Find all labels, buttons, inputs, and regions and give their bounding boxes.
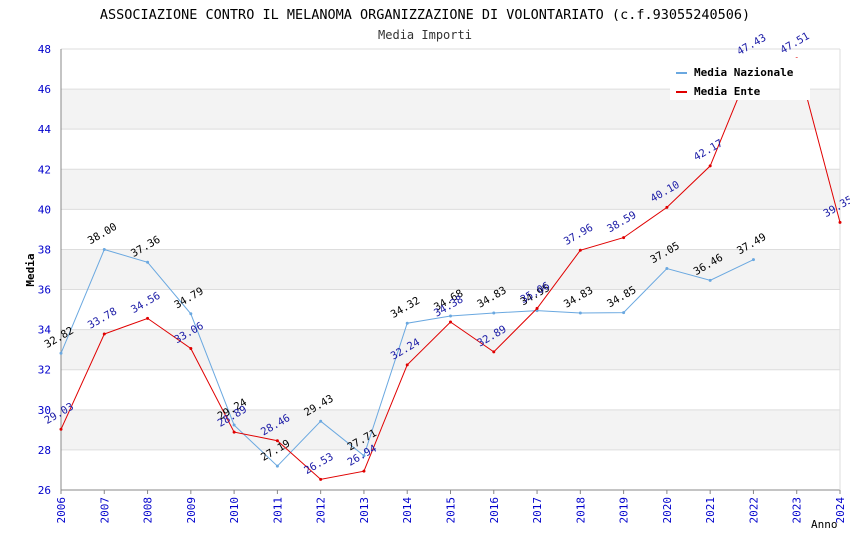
grid-band [61,410,840,450]
data-label: 34.32 [389,295,422,321]
grid-band [61,249,840,289]
data-point [449,321,452,324]
data-point [60,428,63,431]
y-tick-label: 36 [38,284,51,297]
y-tick-label: 46 [38,83,51,96]
background-bands [61,89,840,450]
data-point [839,221,842,224]
data-label: 33.78 [86,305,119,331]
x-tick-label: 2011 [271,497,284,524]
data-point [319,478,322,481]
x-tick-label: 2016 [488,497,501,524]
legend: Media Nazionale Media Ente [670,58,810,100]
data-label: 47.43 [735,32,768,58]
x-tick-label: 2012 [315,497,328,524]
y-tick-label: 40 [38,203,51,216]
data-point [276,465,279,468]
chart-title: ASSOCIAZIONE CONTRO IL MELANOMA ORGANIZZ… [100,7,750,23]
y-tick-label: 34 [38,324,52,337]
x-tick-label: 2018 [574,497,587,524]
legend-label: Media Nazionale [694,66,794,79]
y-axis-label: Media [24,253,37,286]
data-point [406,322,409,325]
y-tick-label: 44 [38,123,52,136]
data-point [189,347,192,350]
x-axis-label: Anno [811,518,838,531]
data-point [579,249,582,252]
data-point [492,350,495,353]
x-tick-label: 2013 [358,497,371,524]
data-point [752,258,755,261]
x-tick-label: 2021 [704,497,717,524]
data-point [665,206,668,209]
y-tick-label: 26 [38,484,51,497]
x-tick-label: 2015 [445,497,458,524]
data-point [709,279,712,282]
data-point [492,311,495,314]
data-point [146,317,149,320]
data-label: 34.56 [129,290,162,316]
data-point [665,267,668,270]
x-tick-label: 2007 [98,497,111,524]
x-tick-label: 2008 [142,497,155,524]
x-tick-label: 2017 [531,497,544,524]
y-tick-label: 48 [38,43,51,56]
x-tick-label: 2014 [401,497,414,524]
legend-label: Media Ente [694,85,761,98]
data-point [319,420,322,423]
x-tick-label: 2010 [228,497,241,524]
data-label: 47.51 [778,30,811,56]
data-point [622,311,625,314]
data-point [233,424,236,427]
data-point [622,236,625,239]
data-point [103,248,106,251]
data-point [449,315,452,318]
data-point [146,261,149,264]
data-label: 38.00 [86,221,119,247]
data-point [189,312,192,315]
data-point [406,363,409,366]
x-tick-label: 2006 [55,497,68,524]
data-point [60,352,63,355]
x-tick-label: 2023 [791,497,804,524]
grid-band [61,169,840,209]
data-point [709,164,712,167]
data-point [536,307,539,310]
x-tick-labels: 2006 2007 2008 2009 2010 2011 2012 2013 2014 2015… [55,490,847,524]
y-tick-label: 38 [38,243,51,256]
chart-subtitle: Media Importi [378,28,472,42]
x-tick-label: 2019 [618,497,631,524]
data-point [103,333,106,336]
x-tick-label: 2020 [661,497,674,524]
data-label: 37.96 [562,222,595,248]
data-label: 26.53 [302,451,335,477]
data-point [233,431,236,434]
x-tick-label: 2022 [747,497,760,524]
y-tick-label: 28 [38,444,51,457]
data-point [579,311,582,314]
data-label: 42.17 [692,137,725,163]
x-tick-label: 2009 [185,497,198,524]
data-point [362,470,365,473]
y-tick-label: 42 [38,163,51,176]
y-tick-label: 32 [38,364,51,377]
